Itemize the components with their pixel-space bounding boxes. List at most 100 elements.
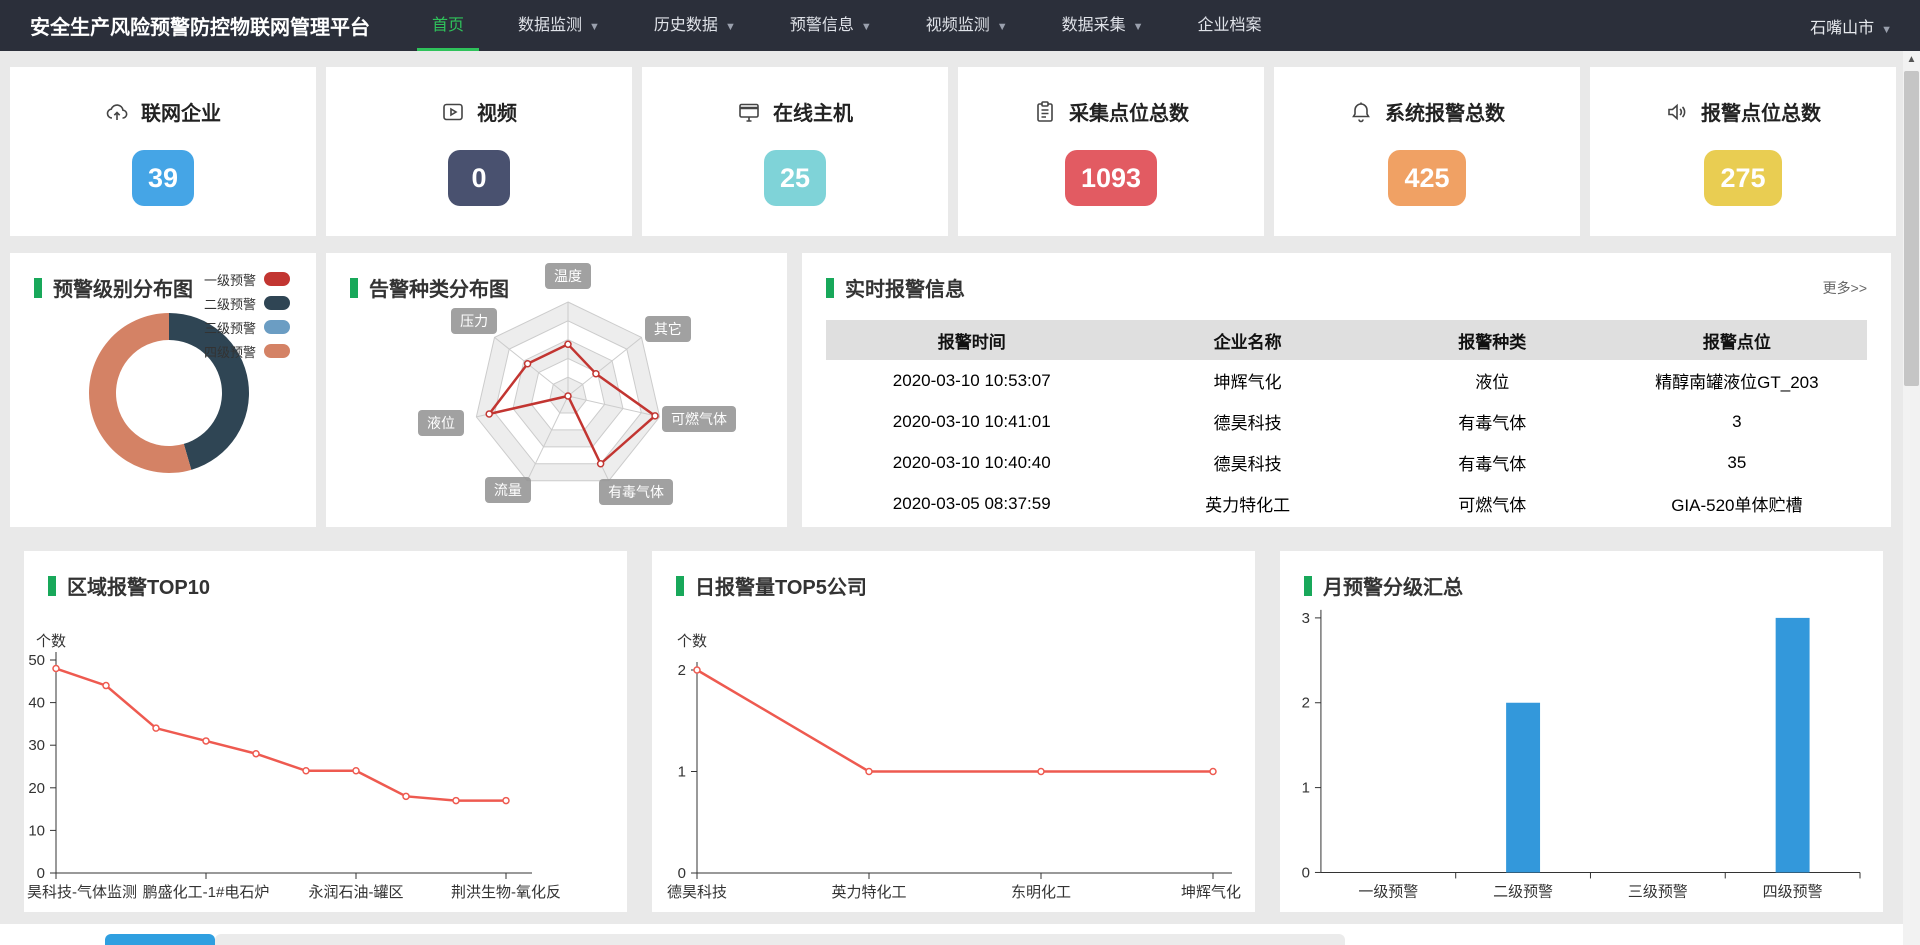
monitor-icon	[737, 100, 761, 124]
svg-text:3: 3	[1302, 610, 1310, 627]
panel-title-text: 月预警分级汇总	[1323, 577, 1463, 599]
alarm-type-panel: 告警种类分布图 温度 其它 可燃气体 有毒气体 流量 液位 压力	[326, 253, 787, 527]
speaker-icon	[1665, 100, 1689, 124]
stat-value-badge: 425	[1388, 150, 1466, 206]
bottom-row: 区域报警TOP10 个数 0 10 20 30 40 50 昊科技-气体监测 鹏盛化工-1#电石…	[24, 551, 1883, 912]
svg-text:一级预警: 一级预警	[1358, 883, 1418, 900]
stat-card-row: 联网企业 39 视频 0 在线主机 25 采集点位总数 1093	[10, 67, 1896, 236]
svg-text:2: 2	[1302, 695, 1310, 712]
nav-item-warning-info[interactable]: 预警信息 ▼	[789, 17, 872, 34]
stat-value-badge: 25	[763, 150, 827, 206]
table-row: 2020-03-10 10:41:01 德昊科技 有毒气体 3	[892, 411, 1742, 434]
nav-item-enterprise-archive[interactable]: 企业档案	[1197, 17, 1262, 34]
monthly-summary-bar-chart[interactable]: 0 1 2 3 一级预警 二级预警 三级预警 四级预警	[1280, 551, 1883, 912]
svg-text:坤辉气化: 坤辉气化	[1181, 884, 1241, 901]
legend-item-level1[interactable]: 一级预警	[204, 267, 290, 291]
chevron-down-icon: ▼	[996, 21, 1008, 33]
stat-label: 采集点位总数	[1069, 103, 1189, 125]
panel-title-warning-level: 预警级别分布图	[10, 253, 316, 302]
more-link[interactable]: 更多>>	[1822, 279, 1867, 296]
legend-swatch	[264, 344, 290, 358]
stat-card-system-alarms: 系统报警总数 425	[1274, 67, 1580, 236]
svg-text:个数: 个数	[36, 633, 66, 650]
svg-text:0: 0	[678, 865, 686, 882]
svg-text:四级预警: 四级预警	[1763, 883, 1823, 900]
table-row: 2020-03-10 10:53:07 坤辉气化 液位 精醇南罐液位GT_203	[892, 370, 1819, 393]
stat-card-online-hosts: 在线主机 25	[642, 67, 948, 236]
nav-item-data-monitor[interactable]: 数据监测 ▼	[518, 17, 600, 34]
top-nav: 安全生产风险预警防控物联网管理平台 首页 数据监测 ▼ 历史数据 ▼ 预警信息 ▼ 视…	[0, 0, 1920, 51]
realtime-alarm-table: 报警时间 企业名称 报警种类 报警点位 2020-03-10 10:53:07 坤…	[826, 320, 1867, 524]
svg-text:2: 2	[678, 662, 686, 679]
table-row: 2020-03-05 08:37:59 英力特化工 可燃气体 GIA-520单体贮槽	[892, 493, 1803, 516]
radar-axis-label: 压力	[451, 308, 498, 335]
app-title: 安全生产风险预警防控物联网管理平台	[30, 17, 370, 39]
stat-label: 联网企业	[141, 103, 221, 125]
svg-text:10: 10	[28, 822, 45, 839]
chevron-down-icon: ▼	[860, 21, 872, 33]
chevron-down-icon: ▼	[1881, 23, 1892, 36]
nav-item-history-data[interactable]: 历史数据 ▼	[653, 17, 736, 34]
stat-value-badge: 275	[1704, 150, 1782, 206]
nav-item-home[interactable]: 首页	[405, 0, 491, 51]
warning-level-panel: 预警级别分布图 一级预警 二级预警 三级预警 四级预警	[10, 253, 316, 527]
alarm-type-radar-chart[interactable]: 温度 其它 可燃气体 有毒气体 流量 液位 压力	[326, 253, 787, 527]
video-icon	[441, 100, 465, 124]
nav-item-data-collect[interactable]: 数据采集 ▼	[1061, 17, 1144, 34]
stat-label: 视频	[477, 103, 517, 125]
radar-axis-label: 其它	[644, 316, 691, 343]
title-accent-bar	[48, 575, 56, 596]
donut-legend: 一级预警 二级预警 三级预警 四级预警	[204, 267, 290, 363]
vertical-scrollbar[interactable]: ▲	[1903, 51, 1920, 945]
panel-title-monthly-summary: 月预警分级汇总	[1280, 551, 1883, 600]
chevron-down-icon: ▼	[724, 21, 736, 33]
legend-swatch	[264, 296, 290, 310]
legend-item-level4[interactable]: 四级预警	[204, 339, 290, 363]
nav-item-video-monitor[interactable]: 视频监测 ▼	[925, 17, 1008, 34]
panel-title-text: 实时报警信息	[845, 279, 965, 301]
footer-blue-bar	[105, 934, 215, 945]
svg-text:30: 30	[28, 737, 45, 754]
svg-text:三级预警: 三级预警	[1628, 883, 1688, 900]
svg-text:二级预警: 二级预警	[1493, 883, 1553, 900]
panel-title-daily-top5: 日报警量TOP5公司	[652, 551, 1255, 600]
chevron-down-icon: ▼	[589, 21, 600, 33]
panel-title-text: 告警种类分布图	[369, 279, 509, 301]
svg-text:鹏盛化工-1#电石炉: 鹏盛化工-1#电石炉	[143, 884, 270, 901]
stat-card-alarm-points: 报警点位总数 275	[1590, 67, 1896, 236]
chevron-down-icon: ▼	[1132, 21, 1144, 33]
warning-level-donut-chart[interactable]	[10, 253, 316, 527]
panel-title-text: 预警级别分布图	[53, 279, 193, 301]
col-alarm-time: 报警时间	[826, 320, 1118, 360]
svg-text:1: 1	[678, 764, 686, 781]
panel-title-realtime-alarm: 实时报警信息 更多>>	[802, 253, 1891, 302]
svg-text:昊科技-气体监测: 昊科技-气体监测	[27, 884, 137, 901]
daily-top5-panel: 日报警量TOP5公司 个数 0 1 2 德昊科技 英力特化工 东明化工 坤辉气化	[652, 551, 1255, 912]
col-enterprise-name: 企业名称	[1117, 320, 1378, 360]
svg-text:20: 20	[28, 780, 45, 797]
scrollbar-thumb[interactable]	[1904, 71, 1919, 386]
col-alarm-type: 报警种类	[1377, 320, 1607, 360]
footer-gray-bar	[215, 934, 1345, 945]
title-accent-bar	[676, 575, 684, 596]
svg-text:个数: 个数	[677, 633, 707, 650]
radar-axis-label: 可燃气体	[661, 405, 736, 432]
stat-card-collection-points: 采集点位总数 1093	[958, 67, 1264, 236]
radar-axis-label: 液位	[418, 409, 464, 436]
legend-item-level3[interactable]: 三级预警	[204, 315, 290, 339]
stat-label: 在线主机	[773, 103, 853, 125]
stat-card-video: 视频 0	[326, 67, 632, 236]
radar-axis-label: 温度	[545, 263, 591, 289]
legend-swatch	[264, 320, 290, 334]
scroll-up-arrow-icon[interactable]: ▲	[1906, 54, 1917, 65]
stat-value-badge: 39	[131, 150, 195, 206]
monthly-summary-panel: 月预警分级汇总 0 1 2 3 一级预警 二级预警 三级预警 四级预警	[1280, 551, 1883, 912]
panel-title-alarm-type: 告警种类分布图	[326, 253, 787, 302]
cloud-upload-icon	[105, 100, 129, 124]
region-selector[interactable]: 石嘴山市 ▼	[1810, 19, 1892, 37]
daily-top5-line-chart[interactable]: 个数 0 1 2 德昊科技 英力特化工 东明化工 坤辉气化	[652, 551, 1255, 912]
footer-strip	[0, 924, 1903, 945]
region-top10-line-chart[interactable]: 个数 0 10 20 30 40 50 昊科技-气体监测 鹏盛化工-1#电石炉 永润石油-罐区 荆洪…	[24, 551, 627, 912]
radar-axis-label: 有毒气体	[599, 479, 674, 506]
legend-item-level2[interactable]: 二级预警	[204, 291, 290, 315]
